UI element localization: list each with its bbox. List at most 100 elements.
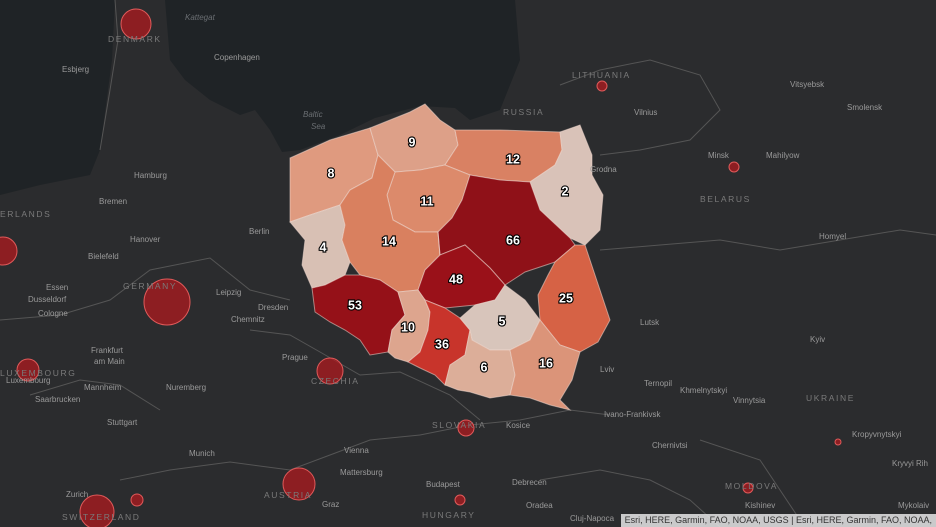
bubble-ukraine[interactable]: [834, 438, 842, 446]
city-label-debrecen: Debrecen: [512, 478, 547, 487]
region-podkarpackie[interactable]: [509, 319, 581, 411]
city-label-mattersburg: Mattersburg: [340, 468, 383, 477]
value-label-podlaskie: 2: [562, 184, 569, 198]
country-label-austria: AUSTRIA: [264, 490, 312, 500]
value-label-lubuskie: 4: [320, 240, 327, 254]
city-label-homyel: Homyel: [819, 232, 846, 241]
city-label-chernivtsi: Chernivtsi: [652, 441, 688, 450]
bubble-liechtenstein[interactable]: [130, 493, 144, 507]
city-label-stuttgart: Stuttgart: [107, 418, 138, 427]
country-label-hungary: HUNGARY: [422, 510, 476, 520]
bubble-germany[interactable]: [143, 278, 191, 326]
value-label-lubelskie: 25: [559, 291, 573, 305]
bubble-denmark[interactable]: [120, 8, 152, 40]
bubble-belarus[interactable]: [728, 161, 740, 173]
city-label-kosice: Kosice: [506, 421, 531, 430]
bubble-austria[interactable]: [282, 467, 316, 501]
city-label-khmelnytskyi: Khmelnytskyi: [680, 386, 727, 395]
city-label-nuremberg: Nuremberg: [166, 383, 206, 392]
value-label-wielkopolskie: 14: [382, 234, 396, 248]
bubble-hungary[interactable]: [454, 494, 466, 506]
country-label-belarus: BELARUS: [700, 194, 751, 204]
bubble-netherlands[interactable]: [0, 236, 18, 266]
water-label-kattegat: Kattegat: [185, 13, 216, 22]
value-label-mazowieckie: 66: [506, 233, 520, 247]
value-label-malopolskie: 6: [481, 360, 488, 374]
bubble-moldova[interactable]: [742, 482, 754, 494]
city-label-saarbrucken: Saarbrucken: [35, 395, 80, 404]
city-label-leipzig: Leipzig: [216, 288, 241, 297]
value-label-zachodniopomorskie: 8: [328, 166, 335, 180]
region-lubelskie[interactable]: [537, 244, 611, 353]
bubble-lithuania[interactable]: [596, 80, 608, 92]
city-label-graz: Graz: [322, 500, 339, 509]
country-label-switzerland: SWITZERLAND: [62, 512, 141, 522]
city-label-dusseldorf: Dusseldorf: [28, 295, 67, 304]
city-label-hamburg: Hamburg: [134, 171, 167, 180]
city-label-zurich: Zurich: [66, 490, 88, 499]
value-label-swietokrzyskie: 5: [499, 314, 506, 328]
city-label-prague: Prague: [282, 353, 308, 362]
city-label-lviv: Lviv: [600, 365, 614, 374]
country-label-denmark: DENMARK: [108, 34, 162, 44]
city-label-mahilyow: Mahilyow: [766, 151, 800, 160]
city-label-kryvyi-rih: Kryvyi Rih: [892, 459, 928, 468]
country-label-lithuania: LITHUANIA: [572, 70, 631, 80]
country-label-germany: GERMANY: [123, 281, 177, 291]
value-label-slaskie: 36: [435, 337, 449, 351]
basemap-labels: Kattegat Baltic Sea DENMARK ERLANDS GERM…: [0, 13, 929, 523]
city-label-luxembourg: Luxembourg: [6, 376, 50, 385]
value-label-opolskie: 10: [401, 320, 415, 334]
city-label-cluj-napoca: Cluj-Napoca: [570, 514, 615, 523]
region-mazowieckie[interactable]: [437, 174, 576, 286]
region-lubuskie[interactable]: [289, 204, 351, 289]
city-label-mannheim: Mannheim: [84, 383, 122, 392]
value-label-pomorskie: 9: [409, 135, 416, 149]
city-label-dresden: Dresden: [258, 303, 288, 312]
city-label-minsk: Minsk: [708, 151, 730, 160]
value-label-dolnoslaskie: 53: [348, 298, 362, 312]
city-label-kyiv: Kyiv: [810, 335, 825, 344]
bubble-slovakia[interactable]: [457, 419, 475, 437]
country-label-ukraine: UKRAINE: [806, 393, 855, 403]
city-label-bremen: Bremen: [99, 197, 127, 206]
country-label-netherlands: ERLANDS: [0, 209, 51, 219]
city-label-cologne: Cologne: [38, 309, 68, 318]
city-label-vienna: Vienna: [344, 446, 369, 455]
country-label-russia: RUSSIA: [503, 107, 544, 117]
bubble-luxembourg[interactable]: [16, 358, 40, 382]
bubble-switzerland[interactable]: [79, 494, 115, 527]
value-label-warminsko-mazurskie: 12: [506, 152, 520, 166]
country-label-moldova: MOLDOVA: [725, 481, 778, 491]
water-label-sea: Sea: [311, 122, 326, 131]
city-label-bielefeld: Bielefeld: [88, 252, 119, 261]
country-label-luxembourg-country: LUXEMBOURG: [0, 368, 76, 378]
city-label-smolensk: Smolensk: [847, 103, 883, 112]
city-label-kropyvnytskyi: Kropyvnytskyi: [852, 430, 902, 439]
city-label-grodna: Grodna: [590, 165, 617, 174]
city-label-chemnitz: Chemnitz: [231, 315, 265, 324]
city-label-mykolaiv: Mykolaiv: [898, 501, 929, 510]
city-label-vitsyebsk: Vitsyebsk: [790, 80, 825, 89]
bubble-czechia[interactable]: [316, 357, 344, 385]
city-label-ternopil: Ternopil: [644, 379, 672, 388]
value-label-kujawsko-pomorskie: 11: [420, 194, 433, 208]
city-label-vinnytsia: Vinnytsia: [733, 396, 766, 405]
city-label-esbjerg: Esbjerg: [62, 65, 89, 74]
poland-regions: [289, 103, 611, 411]
city-label-copenhagen: Copenhagen: [214, 53, 260, 62]
city-label-ivano-frankivsk: Ivano-Frankivsk: [604, 410, 661, 419]
city-label-hanover: Hanover: [130, 235, 161, 244]
city-label-oradea: Oradea: [526, 501, 553, 510]
country-label-czechia: CZECHIA: [311, 376, 360, 386]
city-label-munich: Munich: [189, 449, 215, 458]
city-label-frankfurt: Frankfurt: [91, 346, 124, 355]
water-label-baltic: Baltic: [303, 110, 323, 119]
region-value-labels: 8 9 12 2 4 11 14 66 48 25 53 10 36 5 6 1…: [318, 134, 574, 375]
value-label-podkarpackie: 16: [539, 356, 553, 370]
map-attribution: Esri, HERE, Garmin, FAO, NOAA, USGS | Es…: [620, 514, 936, 527]
city-label-essen: Essen: [46, 283, 68, 292]
